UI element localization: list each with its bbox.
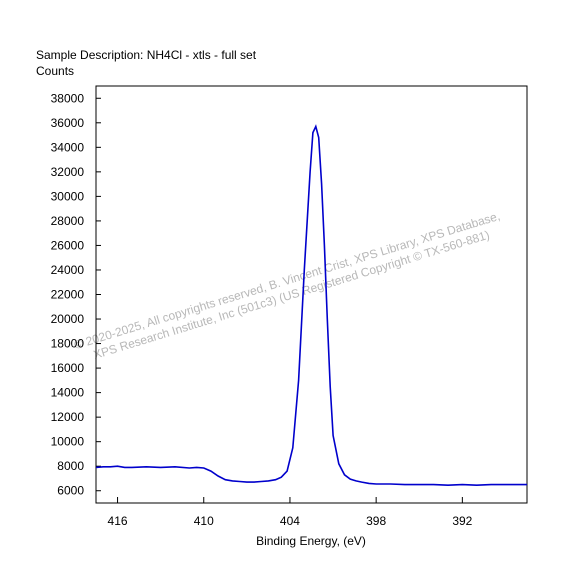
x-axis: 416 410 404 398 392 bbox=[108, 497, 473, 528]
y-tick-label: 30000 bbox=[51, 189, 85, 203]
y-tick-label: 10000 bbox=[51, 435, 85, 449]
x-tick-label: 416 bbox=[108, 514, 128, 528]
x-tick-label: 410 bbox=[194, 514, 214, 528]
y-tick-label: 20000 bbox=[51, 312, 85, 326]
y-tick-label: 16000 bbox=[51, 361, 85, 375]
y-tick-label: 26000 bbox=[51, 238, 85, 252]
chart-title: Sample Description: NH4Cl - xtls - full … bbox=[36, 48, 257, 62]
watermark-line-1: © 2020-2025, All copyrights reserved, B.… bbox=[72, 209, 501, 352]
x-tick-label: 404 bbox=[280, 514, 300, 528]
series-line bbox=[95, 124, 527, 487]
y-tick-label: 34000 bbox=[51, 140, 85, 154]
y-tick-label: 8000 bbox=[57, 459, 84, 473]
watermark-line-2: XPS Research Institute, Inc (501c3) (US … bbox=[92, 228, 492, 362]
y-tick-label: 32000 bbox=[51, 165, 85, 179]
x-tick-label: 398 bbox=[366, 514, 386, 528]
y-tick-label: 24000 bbox=[51, 263, 85, 277]
y-tick-label: 12000 bbox=[51, 410, 85, 424]
x-axis-label: Binding Energy, (eV) bbox=[256, 534, 366, 548]
y-tick-label: 14000 bbox=[51, 386, 85, 400]
y-tick-label: 28000 bbox=[51, 214, 85, 228]
y-tick-label: 18000 bbox=[51, 337, 85, 351]
y-axis: 6000 8000 10000 12000 14000 16000 18000 20000 22… bbox=[51, 91, 101, 498]
x-tick-label: 392 bbox=[452, 514, 472, 528]
y-axis-label: Counts bbox=[36, 64, 74, 78]
y-tick-label: 36000 bbox=[51, 116, 85, 130]
y-tick-label: 38000 bbox=[51, 91, 85, 105]
y-tick-label: 22000 bbox=[51, 288, 85, 302]
copyright-watermark: © 2020-2025, All copyrights reserved, B.… bbox=[72, 209, 501, 362]
y-tick-label: 6000 bbox=[57, 484, 84, 498]
